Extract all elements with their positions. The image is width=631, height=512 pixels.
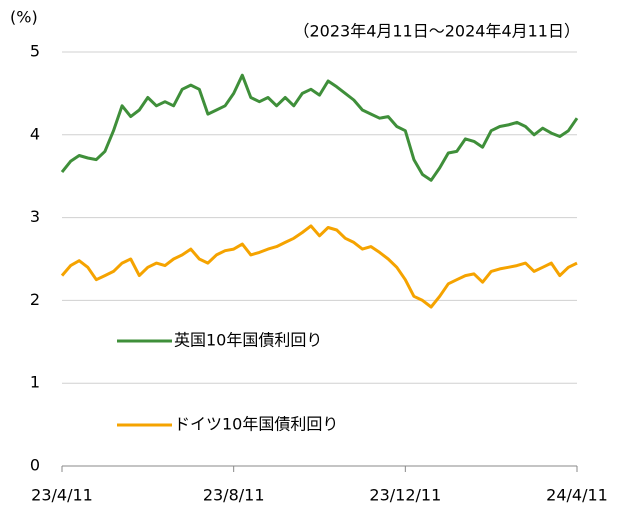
legend-label: 英国10年国債利回り (174, 331, 322, 350)
x-tick-label: 23/12/11 (369, 486, 441, 505)
chart-subtitle: （2023年4月11日～2024年4月11日） (293, 22, 580, 41)
y-tick-label: 0 (30, 456, 40, 475)
x-tick-label: 24/4/11 (546, 486, 608, 505)
series-line (60, 224, 578, 309)
y-tick-label: 1 (30, 373, 40, 392)
x-tick-label: 23/8/11 (203, 486, 265, 505)
y-axis-label: (%) (10, 8, 38, 27)
series-line (60, 73, 579, 182)
y-tick-label: 5 (30, 42, 40, 61)
y-tick-label: 3 (30, 207, 40, 226)
y-tick-label: 4 (30, 124, 40, 143)
y-tick-label: 2 (30, 290, 40, 309)
legend-label: ドイツ10年国債利回り (174, 415, 338, 434)
x-tick-label: 23/4/11 (31, 486, 93, 505)
